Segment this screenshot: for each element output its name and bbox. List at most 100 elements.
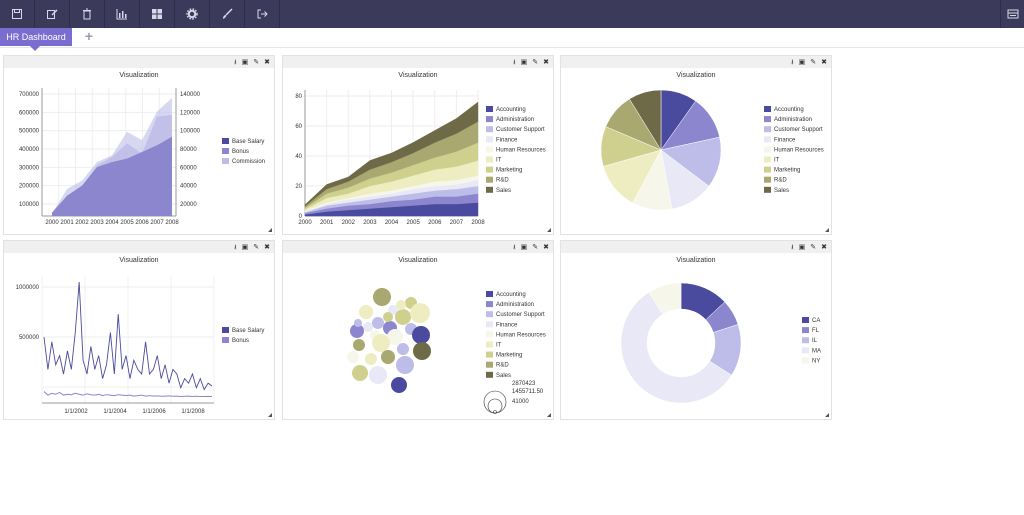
y-tick-label: 40	[295, 154, 302, 160]
legend-swatch	[486, 311, 493, 318]
legend-swatch	[486, 146, 493, 153]
pencil-icon[interactable]: ✎	[810, 243, 817, 251]
bubble	[381, 350, 395, 364]
x-tick-label: 2007	[450, 220, 464, 226]
add-tab-button[interactable]: +	[84, 28, 94, 44]
save-icon[interactable]	[0, 0, 35, 28]
bubble	[365, 353, 377, 365]
size-legend-circle	[493, 410, 497, 414]
image-icon[interactable]: ▣	[798, 58, 806, 66]
pencil-icon[interactable]: ✎	[532, 243, 539, 251]
y2-tick-label: 140000	[180, 92, 201, 98]
size-legend-label: 1455711.50	[512, 389, 544, 395]
bubble	[352, 365, 368, 381]
legend-swatch	[802, 317, 809, 323]
legend-label: Accounting	[496, 107, 526, 113]
legend-swatch	[802, 347, 809, 354]
y-tick-label: 500000	[19, 129, 40, 135]
legend-label: Accounting	[496, 292, 526, 298]
x-tick-label: 2000	[45, 220, 59, 226]
x-tick-label: 2003	[363, 220, 377, 226]
resize-handle[interactable]	[825, 228, 829, 232]
y-tick-label: 60	[295, 124, 302, 130]
resize-handle[interactable]	[547, 228, 551, 232]
download-icon[interactable]: ⭳	[513, 243, 516, 251]
legend-label: Finance	[496, 322, 518, 328]
pie-slice	[648, 282, 682, 315]
legend-swatch	[802, 337, 809, 344]
y-tick-label: 100000	[19, 202, 40, 208]
legend-label: Administration	[774, 117, 812, 123]
x-tick-label: 1/1/2004	[103, 409, 127, 415]
resize-handle[interactable]	[268, 413, 272, 417]
visualization-panel-6: ⭳ ▣ ✎ ✖ Visualization CA FL IL MA NY	[560, 240, 832, 420]
legend-swatch	[486, 156, 493, 163]
legend-swatch	[486, 361, 493, 368]
legend-swatch	[486, 116, 493, 123]
y-tick-label: 0	[299, 214, 303, 220]
image-icon[interactable]: ▣	[241, 243, 249, 251]
download-icon[interactable]: ⭳	[234, 243, 237, 251]
edit-icon[interactable]	[35, 0, 70, 28]
menu-icon[interactable]	[1000, 0, 1024, 28]
legend-label: NY	[812, 358, 820, 364]
close-icon[interactable]: ✖	[543, 243, 549, 251]
legend-swatch	[486, 136, 493, 143]
x-tick-label: 2000	[298, 220, 312, 226]
close-icon[interactable]: ✖	[821, 243, 827, 251]
grid-icon[interactable]	[140, 0, 175, 28]
bubble	[395, 309, 411, 325]
trash-icon[interactable]	[70, 0, 105, 28]
legend-swatch	[764, 126, 771, 133]
legend-swatch	[486, 371, 493, 378]
image-icon[interactable]: ▣	[520, 58, 528, 66]
resize-handle[interactable]	[825, 413, 829, 417]
brush-icon[interactable]	[210, 0, 245, 28]
resize-handle[interactable]	[268, 228, 272, 232]
bubble	[369, 366, 387, 384]
panel-title: Visualization	[398, 257, 438, 264]
download-icon[interactable]: ⭳	[791, 243, 794, 251]
line-series	[43, 391, 213, 398]
legend-label: Human Resources	[774, 147, 824, 153]
image-icon[interactable]: ▣	[798, 243, 806, 251]
panel-toolbar: ⭳ ▣ ✎ ✖	[283, 241, 553, 253]
x-tick-label: 2004	[385, 220, 399, 226]
pencil-icon[interactable]: ✎	[532, 58, 539, 66]
download-icon[interactable]: ⭳	[791, 58, 794, 66]
legend-label: IT	[496, 158, 502, 164]
panel-toolbar: ⭳ ▣ ✎ ✖	[561, 241, 831, 253]
legend-label: IL	[812, 338, 818, 344]
legend-label: Bonus	[232, 338, 249, 344]
x-tick-label: 2005	[406, 220, 420, 226]
x-tick-label: 2004	[105, 220, 119, 226]
legend-swatch	[486, 331, 493, 338]
download-icon[interactable]: ⭳	[513, 58, 516, 66]
gear-icon[interactable]	[175, 0, 210, 28]
download-icon[interactable]: ⭳	[234, 58, 237, 66]
legend-label: Human Resources	[496, 332, 546, 338]
chart-icon[interactable]	[105, 0, 140, 28]
legend-label: Sales	[496, 188, 511, 194]
image-icon[interactable]: ▣	[520, 243, 528, 251]
image-icon[interactable]: ▣	[241, 58, 249, 66]
x-tick-label: 2002	[342, 220, 356, 226]
legend-swatch	[802, 327, 809, 334]
close-icon[interactable]: ✖	[264, 58, 270, 66]
resize-handle[interactable]	[547, 413, 551, 417]
legend-swatch	[486, 166, 493, 173]
y2-tick-label: 100000	[180, 129, 201, 135]
area-series	[52, 136, 172, 216]
pencil-icon[interactable]: ✎	[810, 58, 817, 66]
y-tick-label: 1000000	[16, 285, 40, 291]
export-icon[interactable]	[245, 0, 280, 28]
x-tick-label: 2006	[428, 220, 442, 226]
pencil-icon[interactable]: ✎	[253, 58, 260, 66]
legend-label: Finance	[774, 137, 796, 143]
pencil-icon[interactable]: ✎	[253, 243, 260, 251]
close-icon[interactable]: ✖	[543, 58, 549, 66]
close-icon[interactable]: ✖	[821, 58, 827, 66]
tab-hr-dashboard[interactable]: HR Dashboard	[0, 28, 72, 46]
close-icon[interactable]: ✖	[264, 243, 270, 251]
y2-tick-label: 120000	[180, 110, 201, 116]
